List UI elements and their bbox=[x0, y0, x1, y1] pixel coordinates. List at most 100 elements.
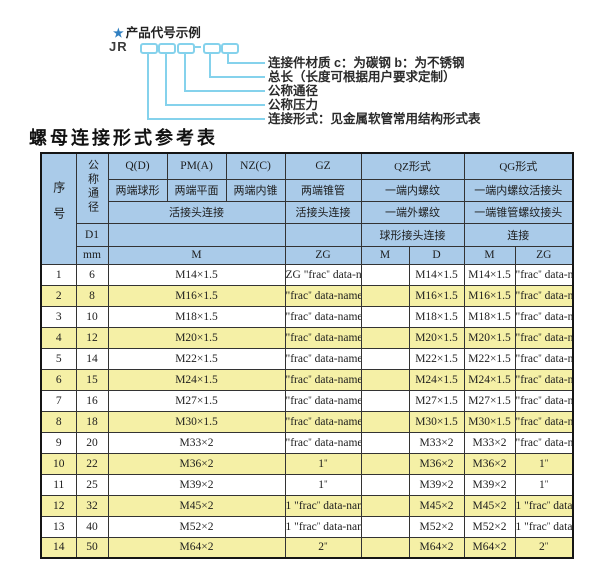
inch-mark: " bbox=[538, 415, 542, 426]
header-qg-connection: 连接 bbox=[463, 222, 574, 247]
qg-zg-cell: "frac" data-name="fraction" data-interac… bbox=[514, 368, 574, 391]
serial-cell: 5 bbox=[40, 347, 77, 370]
qz-d-cell: M22×1.5 bbox=[408, 347, 465, 370]
header-col-q: Q(D) bbox=[107, 152, 168, 180]
inch-mark: " bbox=[324, 457, 328, 468]
qz-d-cell: M64×2 bbox=[408, 536, 465, 559]
inch-mark: " bbox=[308, 352, 312, 363]
header-pm-desc: 两端平面 bbox=[166, 178, 227, 202]
inch-mark: " bbox=[515, 268, 521, 281]
serial-cell: 9 bbox=[40, 431, 77, 454]
inch-mark: " bbox=[524, 520, 529, 533]
inch-mark: " bbox=[544, 541, 549, 552]
serial-cell: 3 bbox=[40, 305, 77, 328]
inch-mark: " bbox=[515, 352, 521, 365]
inch-mark: " bbox=[316, 520, 321, 531]
qg-zg-cell: "frac" data-name="fraction" data-interac… bbox=[514, 305, 574, 328]
inch-mark: " bbox=[285, 289, 291, 302]
qg-m-cell: M16×1.5 bbox=[463, 284, 516, 307]
gz-zg-cell: 2" bbox=[284, 536, 362, 559]
serial-cell: 11 bbox=[40, 473, 77, 496]
page-title: 螺母连接形式参考表 bbox=[29, 128, 218, 148]
qz-d-cell: M20×1.5 bbox=[408, 326, 465, 349]
qz-d-cell: M36×2 bbox=[408, 452, 465, 475]
qg-m-cell: M30×1.5 bbox=[463, 410, 516, 433]
inch-mark: " bbox=[308, 331, 312, 342]
qz-m-cell bbox=[360, 326, 410, 349]
header-qg-desc1: 一端内螺纹活接头 bbox=[463, 178, 574, 202]
inch-mark: " bbox=[308, 415, 312, 426]
inch-mark: " bbox=[285, 436, 291, 449]
inch-mark: " bbox=[515, 310, 521, 323]
qz-m-cell bbox=[360, 536, 410, 559]
qz-m-cell bbox=[360, 515, 410, 538]
gz-zg-cell: 1" bbox=[284, 452, 362, 475]
m-thread-cell: M39×2 bbox=[107, 473, 286, 496]
leader-line bbox=[165, 52, 167, 106]
inch-mark: " bbox=[316, 499, 321, 510]
table-row: 10 22 M36×2 1" M36×2 M36×2 1" bbox=[40, 452, 574, 475]
qg-zg-cell: 1" bbox=[514, 473, 574, 496]
gz-zg-cell: "frac" data-name="fraction" data-interac… bbox=[284, 284, 362, 307]
header-col-qz: QZ形式 bbox=[360, 152, 465, 180]
qg-zg-cell: "frac" data-name="fraction" data-interac… bbox=[514, 326, 574, 349]
diameter-mm-cell: 14 bbox=[75, 347, 109, 370]
qz-d-cell: M30×1.5 bbox=[408, 410, 465, 433]
qg-zg-cell: "frac" data-name="fraction" data-interac… bbox=[514, 263, 574, 286]
serial-cell: 8 bbox=[40, 410, 77, 433]
qz-m-cell bbox=[360, 389, 410, 412]
inch-mark: " bbox=[285, 394, 291, 407]
product-code-prefix: JR bbox=[109, 39, 128, 54]
inch-mark: " bbox=[546, 520, 551, 531]
code-box-1 bbox=[140, 43, 158, 54]
header-col-pm: PM(A) bbox=[166, 152, 227, 180]
inch-mark: " bbox=[294, 520, 299, 533]
gz-zg-cell: "frac" data-name="fraction" data-interac… bbox=[284, 410, 362, 433]
inch-mark: " bbox=[324, 478, 328, 489]
serial-cell: 6 bbox=[40, 368, 77, 391]
diameter-mm-cell: 32 bbox=[75, 494, 109, 517]
diameter-mm-cell: 6 bbox=[75, 263, 109, 286]
code-box-5 bbox=[221, 43, 239, 54]
inch-mark: " bbox=[285, 373, 291, 386]
gz-zg-cell: ZG "frac" data-name="fraction" data-inte… bbox=[284, 263, 362, 286]
label-nominal-pressure: 公称压力 bbox=[268, 98, 319, 112]
qz-m-cell bbox=[360, 284, 410, 307]
inch-mark: " bbox=[515, 394, 521, 407]
qg-m-cell: M33×2 bbox=[463, 431, 516, 454]
serial-cell: 12 bbox=[40, 494, 77, 517]
qz-d-cell: M45×2 bbox=[408, 494, 465, 517]
inch-mark: " bbox=[285, 310, 291, 323]
qz-d-cell: M14×1.5 bbox=[408, 263, 465, 286]
label-nominal-diameter: 公称通径 bbox=[268, 84, 319, 98]
inch-mark: " bbox=[308, 289, 312, 300]
code-box-2 bbox=[158, 43, 176, 54]
gz-zg-cell: "frac" data-name="fraction" data-interac… bbox=[284, 368, 362, 391]
qz-m-cell bbox=[360, 263, 410, 286]
code-box-4 bbox=[203, 43, 221, 54]
qz-m-cell bbox=[360, 494, 410, 517]
qz-m-cell bbox=[360, 410, 410, 433]
inch-mark: " bbox=[515, 373, 521, 386]
leader-line bbox=[184, 90, 265, 92]
inch-mark: " bbox=[285, 415, 291, 428]
header-empty-cell bbox=[284, 222, 362, 247]
diameter-mm-cell: 8 bbox=[75, 284, 109, 307]
inch-mark: " bbox=[285, 331, 291, 344]
serial-cell: 7 bbox=[40, 389, 77, 412]
header-union-connection: 活接头连接 bbox=[107, 200, 286, 224]
header-zg-gz: ZG bbox=[284, 245, 362, 265]
header-qg-m: M bbox=[463, 245, 516, 265]
m-thread-cell: M20×1.5 bbox=[107, 326, 286, 349]
qz-d-cell: M33×2 bbox=[408, 431, 465, 454]
qg-zg-cell: 2" bbox=[514, 536, 574, 559]
label-connection-form: 连接形式：见金属软管常用结构形式表 bbox=[268, 112, 481, 126]
diameter-mm-cell: 12 bbox=[75, 326, 109, 349]
header-qz-connection: 球形接头连接 bbox=[360, 222, 465, 247]
inch-mark: " bbox=[538, 352, 542, 363]
header-d1: D1 bbox=[75, 222, 109, 247]
